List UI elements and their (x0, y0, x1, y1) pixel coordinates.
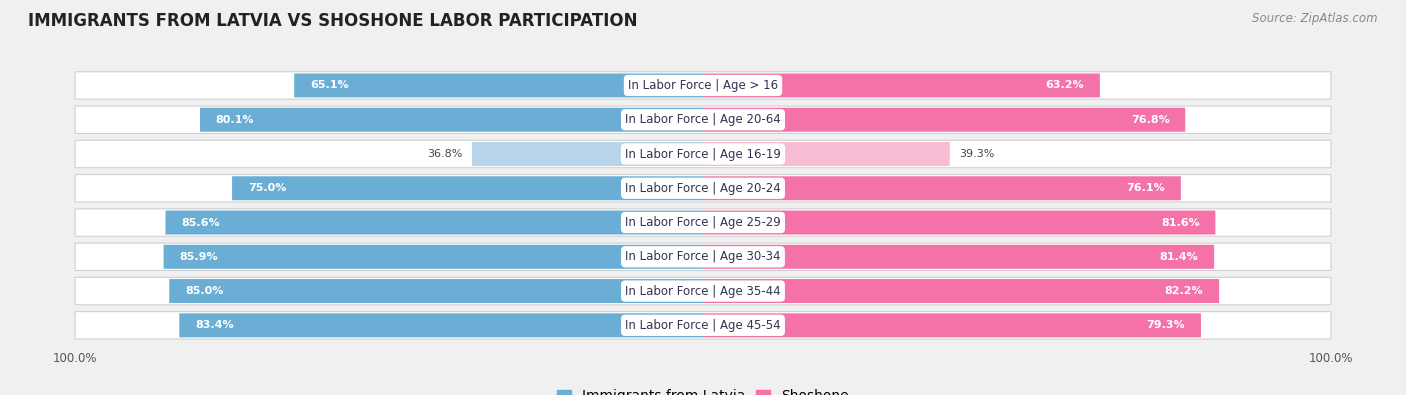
FancyBboxPatch shape (75, 277, 1331, 305)
Text: In Labor Force | Age 16-19: In Labor Force | Age 16-19 (626, 147, 780, 160)
FancyBboxPatch shape (75, 312, 1331, 339)
FancyBboxPatch shape (703, 313, 1201, 337)
FancyBboxPatch shape (75, 106, 1331, 134)
Text: 63.2%: 63.2% (1046, 81, 1084, 90)
Text: 85.6%: 85.6% (181, 218, 219, 228)
FancyBboxPatch shape (75, 140, 1331, 168)
Text: 39.3%: 39.3% (959, 149, 994, 159)
FancyBboxPatch shape (703, 142, 950, 166)
Text: 81.6%: 81.6% (1161, 218, 1199, 228)
FancyBboxPatch shape (472, 142, 703, 166)
FancyBboxPatch shape (180, 313, 703, 337)
Text: 79.3%: 79.3% (1147, 320, 1185, 330)
FancyBboxPatch shape (75, 175, 1331, 202)
Text: 83.4%: 83.4% (195, 320, 233, 330)
Text: In Labor Force | Age 20-24: In Labor Force | Age 20-24 (626, 182, 780, 195)
FancyBboxPatch shape (75, 72, 1331, 99)
Text: In Labor Force | Age 30-34: In Labor Force | Age 30-34 (626, 250, 780, 263)
FancyBboxPatch shape (163, 245, 703, 269)
Text: 81.4%: 81.4% (1160, 252, 1198, 262)
FancyBboxPatch shape (703, 73, 1099, 98)
Text: 76.1%: 76.1% (1126, 183, 1166, 193)
FancyBboxPatch shape (703, 176, 1181, 200)
Text: 76.8%: 76.8% (1130, 115, 1170, 125)
FancyBboxPatch shape (294, 73, 703, 98)
Text: In Labor Force | Age 20-64: In Labor Force | Age 20-64 (626, 113, 780, 126)
FancyBboxPatch shape (703, 108, 1185, 132)
Text: 65.1%: 65.1% (309, 81, 349, 90)
Text: Source: ZipAtlas.com: Source: ZipAtlas.com (1253, 12, 1378, 25)
FancyBboxPatch shape (703, 279, 1219, 303)
Text: In Labor Force | Age 35-44: In Labor Force | Age 35-44 (626, 284, 780, 297)
Text: In Labor Force | Age 25-29: In Labor Force | Age 25-29 (626, 216, 780, 229)
FancyBboxPatch shape (169, 279, 703, 303)
Text: 85.0%: 85.0% (186, 286, 224, 296)
Text: 36.8%: 36.8% (427, 149, 463, 159)
Text: In Labor Force | Age 45-54: In Labor Force | Age 45-54 (626, 319, 780, 332)
FancyBboxPatch shape (703, 211, 1215, 235)
Text: IMMIGRANTS FROM LATVIA VS SHOSHONE LABOR PARTICIPATION: IMMIGRANTS FROM LATVIA VS SHOSHONE LABOR… (28, 12, 637, 30)
FancyBboxPatch shape (703, 245, 1215, 269)
FancyBboxPatch shape (75, 243, 1331, 271)
Text: In Labor Force | Age > 16: In Labor Force | Age > 16 (628, 79, 778, 92)
FancyBboxPatch shape (232, 176, 703, 200)
Text: 85.9%: 85.9% (180, 252, 218, 262)
Legend: Immigrants from Latvia, Shoshone: Immigrants from Latvia, Shoshone (557, 389, 849, 395)
Text: 82.2%: 82.2% (1164, 286, 1204, 296)
FancyBboxPatch shape (200, 108, 703, 132)
FancyBboxPatch shape (166, 211, 703, 235)
FancyBboxPatch shape (75, 209, 1331, 236)
Text: 75.0%: 75.0% (247, 183, 287, 193)
Text: 80.1%: 80.1% (215, 115, 254, 125)
